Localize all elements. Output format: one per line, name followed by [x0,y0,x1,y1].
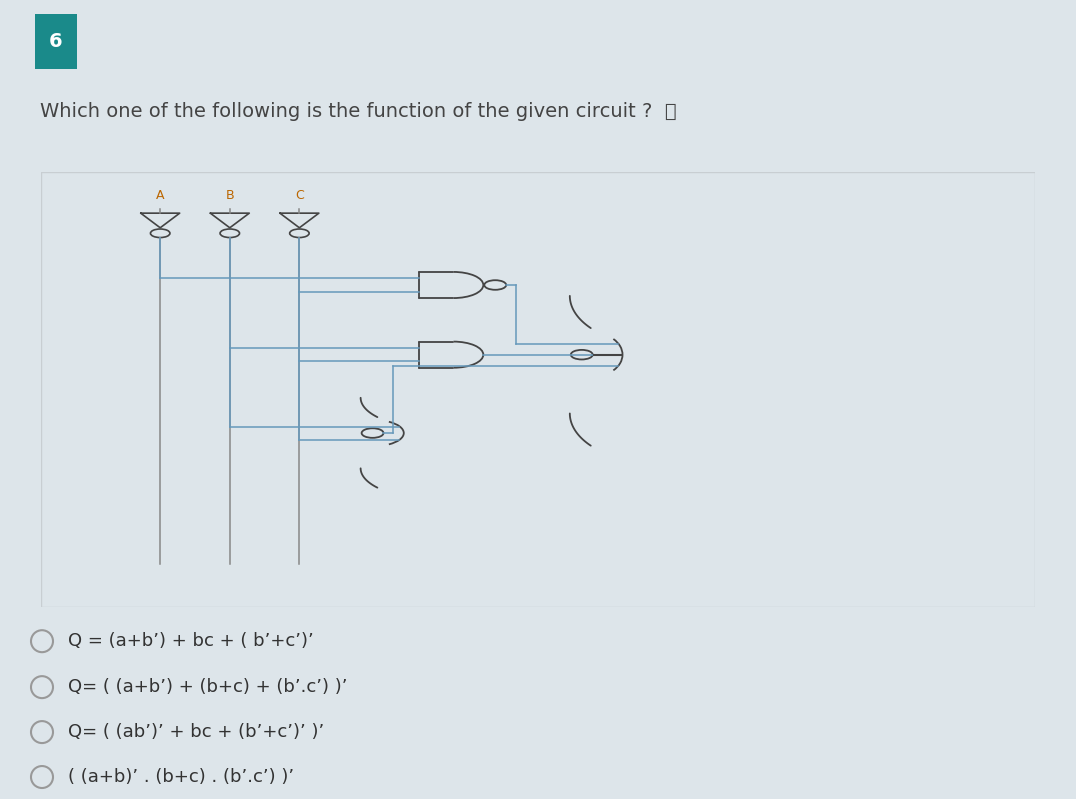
Text: Which one of the following is the function of the given circuit ?  ⎙: Which one of the following is the functi… [40,102,677,121]
Text: Q = (a+b’) + bc + ( b’+c’)’: Q = (a+b’) + bc + ( b’+c’)’ [68,632,314,650]
Text: C: C [295,189,303,202]
Text: Q= ( (ab’)’ + bc + (b’+c’)’ )’: Q= ( (ab’)’ + bc + (b’+c’)’ )’ [68,723,324,741]
Text: B: B [226,189,235,202]
Text: Q= ( (a+b’) + (b+c) + (b’.c’) )’: Q= ( (a+b’) + (b+c) + (b’.c’) )’ [68,678,348,696]
Text: 6: 6 [49,33,62,51]
Text: ( (a+b)’ . (b+c) . (b’.c’) )’: ( (a+b)’ . (b+c) . (b’.c’) )’ [68,768,294,786]
Text: A: A [156,189,165,202]
FancyBboxPatch shape [36,14,77,69]
